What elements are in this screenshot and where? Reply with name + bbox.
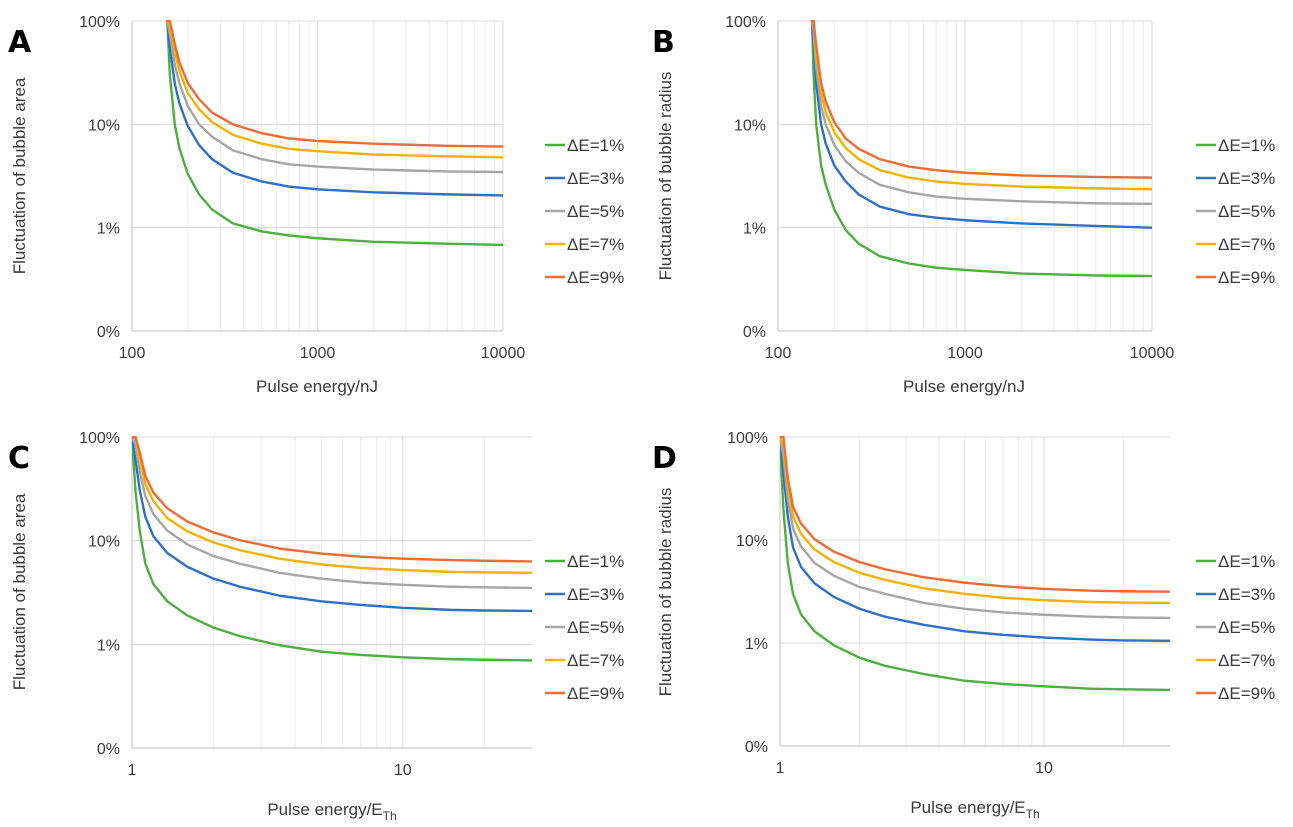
x-tick-label: 10000: [481, 345, 526, 362]
y-tick-label: 10%: [88, 534, 120, 551]
chart-c-x-axis-label: Pulse energy/ETh: [267, 800, 396, 823]
panel-label-b: B: [652, 25, 675, 60]
x-tick-label: 1: [128, 762, 137, 779]
legend-label: ΔE=9%: [567, 268, 624, 287]
panel-label-c: C: [8, 441, 30, 476]
chart-b-y-axis-label: Fluctuation of bubble radius: [656, 72, 675, 281]
y-tick-label: 1%: [745, 636, 768, 653]
chart-a-grid: [131, 20, 504, 332]
legend-label: ΔE=7%: [567, 235, 624, 254]
chart-a-y-axis-label: Fluctuation of bubble area: [10, 77, 29, 274]
x-tick-label: 1000: [300, 345, 336, 362]
y-tick-label: 1%: [97, 221, 120, 238]
chart-c-svg: 1 100%1%10%100%ΔE=1%ΔE=3%ΔE=5%ΔE=7%ΔE=9%P…: [8, 430, 624, 823]
x-tick-label: 10: [1035, 760, 1053, 777]
chart-d-svg: 1 100%1%10%100%ΔE=1%ΔE=3%ΔE=5%ΔE=7%ΔE=9%P…: [652, 430, 1275, 821]
legend-label: ΔE=3%: [1218, 169, 1275, 188]
y-tick-label: 0%: [97, 324, 120, 341]
legend-label: ΔE=9%: [567, 684, 624, 703]
x-tick-label: 10: [394, 762, 412, 779]
series-line-1pct: [810, 20, 1152, 278]
chart-panel-a: 100 1000 10000 0% 1% 10% 100% ΔE=1% ΔE=3% ΔE=5% ΔE…: [0, 0, 646, 413]
legend-label: ΔE=1%: [567, 552, 624, 571]
x-tick-label: 1000: [947, 345, 983, 362]
chart-panel-d: 1 10 0% 1% 10% 100% ΔE=1% ΔE=3% ΔE=5% ΔE=7% ΔE=9% P…: [646, 413, 1293, 827]
series-line-3pct: [132, 436, 532, 613]
chart-b-x-axis-label: Pulse energy/nJ: [903, 377, 1025, 396]
chart-panel-c: 1 10 0% 1% 10% 100% ΔE=1% ΔE=3% ΔE=5% ΔE=7% ΔE=9% P…: [0, 413, 646, 827]
chart-c-y-axis-label: Fluctuation of bubble area: [10, 493, 29, 690]
y-tick-label: 0%: [745, 739, 768, 756]
y-tick-label: 0%: [97, 741, 120, 758]
legend-label: ΔE=3%: [567, 585, 624, 604]
legend-label: ΔE=7%: [1218, 235, 1275, 254]
x-tick-label: 100: [765, 345, 792, 362]
series-line-9pct: [780, 436, 1170, 593]
series-line-5pct: [166, 20, 503, 174]
legend-label: ΔE=7%: [567, 651, 624, 670]
y-tick-label: 1%: [97, 637, 120, 654]
y-tick-label: 10%: [736, 533, 768, 550]
legend-label: ΔE=9%: [1218, 684, 1275, 703]
legend-label: ΔE=7%: [1218, 651, 1275, 670]
series-line-7pct: [166, 20, 503, 159]
chart-c-grid: [131, 436, 532, 749]
chart-a-x-axis-label: Pulse energy/nJ: [256, 377, 378, 396]
series-line-3pct: [166, 20, 503, 197]
series-line-9pct: [810, 20, 1152, 179]
y-tick-label: 100%: [79, 430, 120, 447]
series-line-5pct: [132, 436, 532, 590]
chart-a-svg: 100 1000 10000 0% 1% 10% 100% ΔE=1% ΔE=3% ΔE=5% ΔE…: [8, 14, 624, 396]
x-tick-label: 100: [119, 345, 146, 362]
series-line-5pct: [810, 20, 1152, 206]
series-line-1pct: [780, 436, 1170, 692]
series-line-7pct: [780, 436, 1170, 605]
legend-label: ΔE=1%: [567, 136, 624, 155]
legend-label: ΔE=5%: [567, 202, 624, 221]
series-line-7pct: [810, 20, 1152, 191]
series-line-9pct: [132, 436, 532, 563]
chart-b-svg: 100 1000 10000 0% 1% 10% 100% ΔE=1% ΔE=3% ΔE=5% ΔE…: [652, 14, 1275, 396]
y-tick-label: 100%: [727, 430, 768, 447]
y-tick-label: 1%: [743, 221, 766, 238]
panel-label-a: A: [8, 25, 32, 60]
y-tick-label: 10%: [734, 117, 766, 134]
y-tick-label: 100%: [725, 14, 766, 31]
legend-label: ΔE=9%: [1218, 268, 1275, 287]
series-line-1pct: [132, 436, 532, 662]
y-tick-label: 10%: [88, 117, 120, 134]
y-tick-label: 100%: [79, 14, 120, 31]
legend-label: ΔE=5%: [1218, 202, 1275, 221]
x-tick-label: 10000: [1130, 345, 1175, 362]
legend-label: ΔE=1%: [1218, 552, 1275, 571]
chart-panel-b: 100 1000 10000 0% 1% 10% 100% ΔE=1% ΔE=3% ΔE=5% ΔE…: [646, 0, 1293, 413]
chart-d-x-axis-label: Pulse energy/ETh: [910, 798, 1039, 821]
series-line-7pct: [132, 436, 532, 574]
legend-label: ΔE=5%: [1218, 618, 1275, 637]
legend-label: ΔE=1%: [1218, 136, 1275, 155]
panel-label-d: D: [652, 441, 677, 476]
series-line-9pct: [166, 20, 503, 148]
chart-d-y-axis-label: Fluctuation of bubble radius: [656, 488, 675, 697]
legend-label: ΔE=3%: [1218, 585, 1275, 604]
y-tick-label: 0%: [743, 324, 766, 341]
legend-label: ΔE=3%: [567, 169, 624, 188]
series-line-3pct: [780, 436, 1170, 643]
x-tick-label: 1: [776, 760, 785, 777]
series-line-1pct: [166, 20, 503, 247]
series-line-3pct: [810, 20, 1152, 229]
series-line-5pct: [780, 436, 1170, 620]
legend-label: ΔE=5%: [567, 618, 624, 637]
